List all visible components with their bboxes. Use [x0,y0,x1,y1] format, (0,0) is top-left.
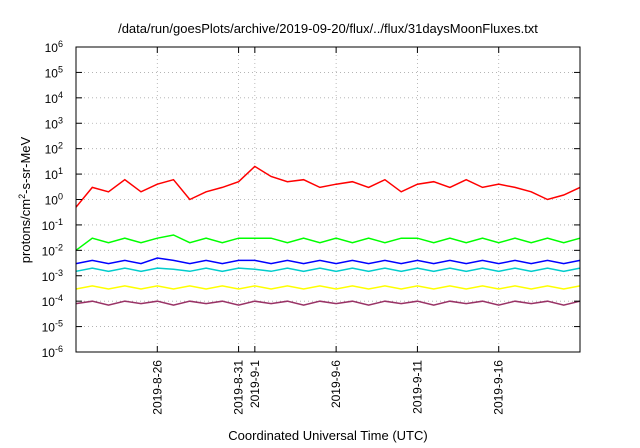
y-tick-label: 10-6 [42,344,63,360]
y-tick-label: 10-4 [42,293,63,309]
y-tick-label: 100 [45,192,63,208]
x-axis: 2019-8-26 2019-8-31 2019-9-1 2019-9-6 2019-9… [150,47,506,415]
x-tick-label: 2019-9-16 [492,360,506,415]
y-tick-label: 101 [45,166,63,182]
x-tick-label: 2019-8-31 [232,360,246,415]
y-tick-label: 10-2 [42,242,63,258]
x-tick-label: 2019-8-26 [150,360,164,415]
grid-lines [76,46,580,353]
series-line [75,267,581,273]
chart-title: /data/run/goesPlots/archive/2019-09-20/f… [118,21,538,36]
y-tick-label: 105 [45,64,63,80]
series-line [75,165,581,208]
y-axis: 106 105 104 103 102 101 100 10-1 10-2 10-3 10-4 10-… [42,39,580,360]
x-tick-label: 2019-9-1 [248,360,262,408]
y-tick-label: 10-5 [42,319,63,335]
y-tick-label: 102 [45,141,63,157]
y-tick-label: 103 [45,115,63,131]
series-line [75,234,581,251]
x-axis-label: Coordinated Universal Time (UTC) [228,428,427,443]
series-line [75,300,581,306]
y-axis-label: protons/cm2-s-sr-MeV [17,136,33,263]
y-tick-label: 10-1 [42,217,63,233]
series-line [75,257,581,265]
y-tick-label: 10-3 [42,268,63,284]
y-tick-label: 104 [45,90,63,106]
series-lines [75,165,581,306]
y-tick-label: 106 [45,39,63,55]
x-tick-label: 2019-9-11 [410,360,424,414]
series-line [75,285,581,290]
x-tick-label: 2019-9-6 [329,360,343,408]
